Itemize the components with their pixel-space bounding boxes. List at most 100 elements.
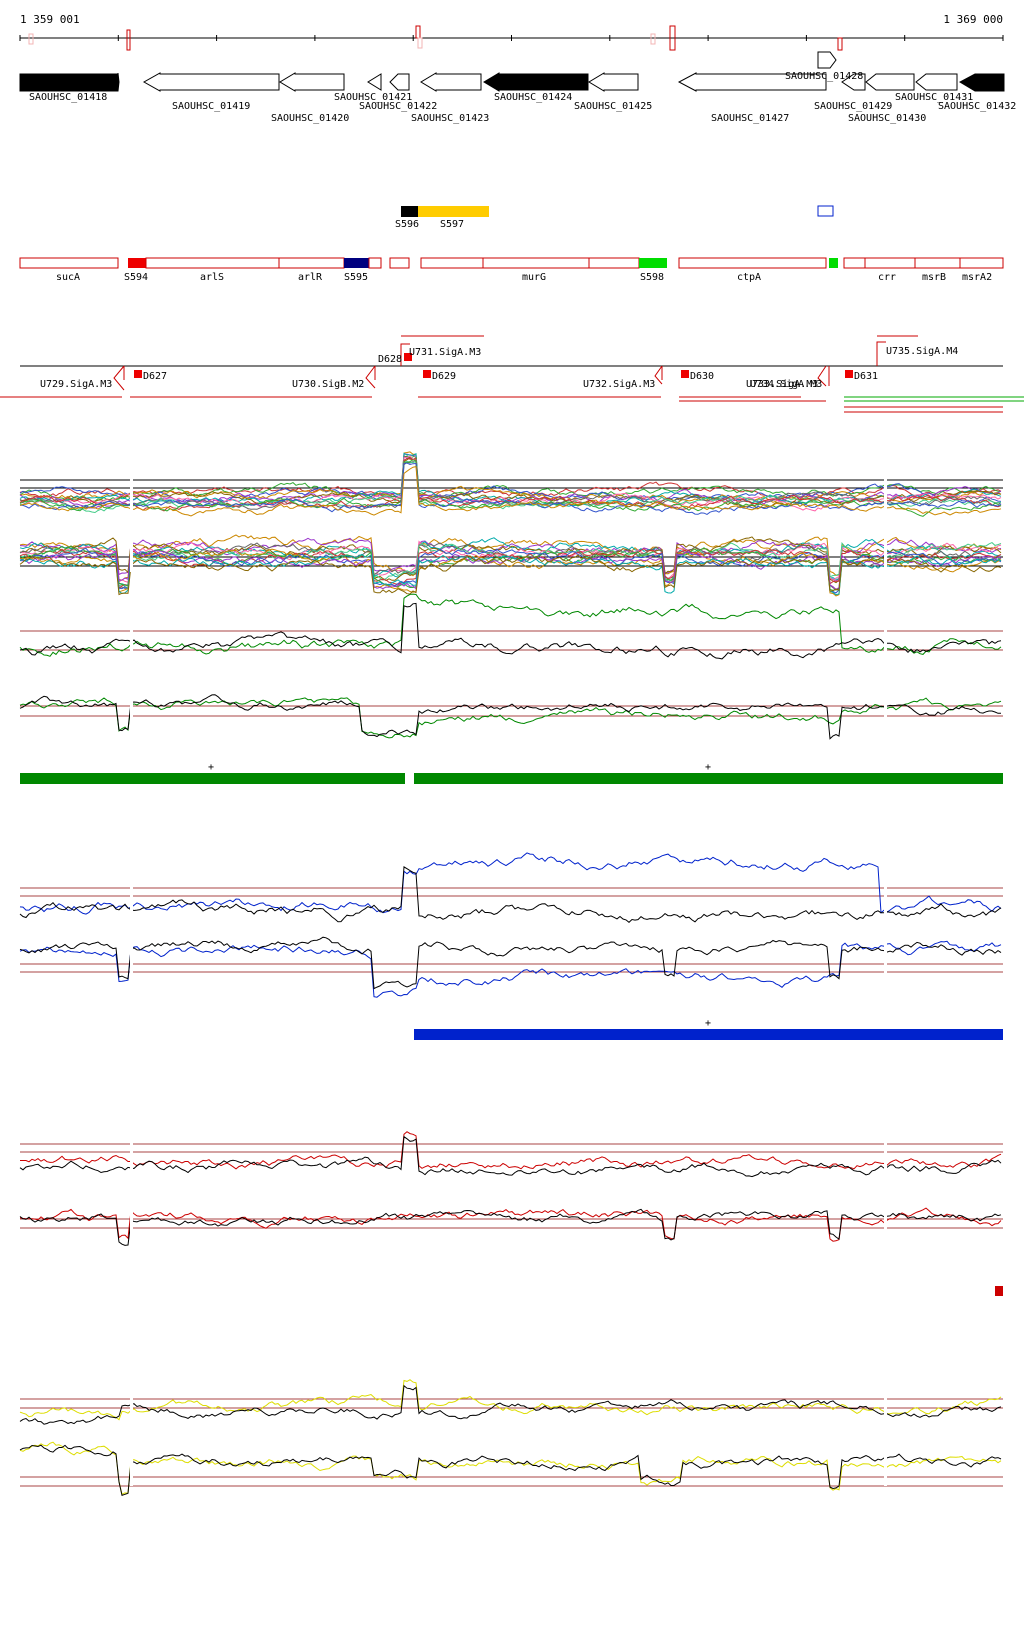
expression-line [19,1379,1002,1421]
expression-line [19,554,1002,596]
segment-label: S597 [440,219,464,230]
segment-box[interactable] [914,257,961,269]
expression-line [19,1441,1002,1495]
expression-line [19,457,1002,512]
gene-arrow[interactable] [367,73,382,91]
expression-profile-green [19,585,1003,740]
segment-label: arlS [200,272,224,283]
segment-box[interactable] [482,257,590,269]
gene-arrow[interactable] [865,73,915,91]
promoter-marker[interactable] [400,343,410,366]
gene-arrow[interactable] [142,72,280,92]
gene-arrow[interactable] [915,73,958,91]
expression-line [19,548,1002,591]
gene-label: SAOUHSC_01430 [848,113,926,124]
strand-bar-blue: + [414,1018,1003,1040]
promoter-label: U733.SigA.M3 [746,379,818,390]
segment-label: crr [878,272,896,283]
promoter-label: U734.SigA.M3 [750,379,822,390]
segment-block[interactable] [817,205,834,217]
gene-label: SAOUHSC_01422 [359,101,437,112]
gene-arrow[interactable] [420,72,482,92]
expression-line [19,548,1002,590]
gene-label: SAOUHSC_01419 [172,101,250,112]
gene-label: SAOUHSC_01418 [29,92,107,103]
strand-marker: + [705,762,711,773]
segment-box[interactable] [639,258,667,268]
promoter-marker[interactable] [876,341,886,366]
ruler-start-label: 1 359 001 [20,13,80,26]
promoter-label: U731.SigA.M3 [409,347,481,358]
downshift-marker[interactable] [404,353,412,361]
segment-box[interactable] [344,258,369,268]
promoter-marker[interactable] [654,365,663,385]
downshift-label: D627 [143,371,167,382]
downshift-label: D631 [854,371,878,382]
promoter-marker[interactable] [113,365,125,391]
segment-label: sucA [56,272,80,283]
gene-label: SAOUHSC_01425 [574,101,652,112]
segment-box[interactable] [959,257,1004,269]
gene-arrow[interactable] [958,73,1005,92]
expression-line [19,461,1002,511]
gene-label: SAOUHSC_01428 [785,71,863,82]
expression-line [19,1384,1002,1425]
transcription-unit-bar[interactable] [20,773,405,784]
ruler-feature-mark [126,29,131,51]
expression-line [19,697,1002,739]
ruler-feature-mark [415,25,421,39]
segment-box[interactable] [278,257,345,269]
segment-box[interactable] [588,257,640,269]
segment-box[interactable] [420,257,484,269]
gene-arrow[interactable] [19,72,120,92]
segment-box[interactable] [389,257,410,269]
expression-line [19,457,1002,509]
expression-line [19,459,1002,517]
segment-box[interactable] [368,257,382,269]
downshift-marker[interactable] [681,370,689,378]
expression-profile-multicolor [19,432,1003,597]
gene-arrow[interactable] [483,72,589,92]
gene-arrow[interactable] [817,51,837,69]
promoter-track: U729.SigA.M3 U730.SigB.M2 U731.SigA.M3 U… [0,335,1024,413]
transcription-unit-bar[interactable] [414,773,1003,784]
expression-line [19,940,1002,998]
gene-arrow[interactable] [279,72,345,92]
segment-label: arlR [298,272,323,283]
downshift-marker[interactable] [134,370,142,378]
segment-box[interactable] [678,257,827,269]
gene-arrow[interactable] [588,72,639,92]
segment-label: S596 [395,219,419,230]
gene-track: SAOUHSC_01418 SAOUHSC_01419 SAOUHSC_0142… [19,51,1016,124]
expression-line [19,553,1002,596]
downshift-marker[interactable] [845,370,853,378]
segment-box[interactable] [843,257,866,269]
ruler-feature-mark [650,33,656,45]
gene-arrow[interactable] [677,72,827,92]
gene-arrow[interactable] [841,73,866,91]
transcription-unit-bar[interactable] [414,1029,1003,1040]
segment-box[interactable] [864,257,916,269]
promoter-marker[interactable] [817,365,830,387]
gene-label: SAOUHSC_01421 [334,92,412,103]
ruler-feature-mark [28,33,34,45]
expression-profile-red [19,1102,1003,1246]
segment-block[interactable] [401,206,418,217]
segment-block[interactable] [418,206,489,217]
ruler-end-label: 1 369 000 [943,13,1003,26]
downshift-marker[interactable] [423,370,431,378]
expression-line [20,1131,1002,1170]
gene-label: SAOUHSC_01432 [938,101,1016,112]
expression-line [19,1208,1002,1246]
segment-label: S595 [344,272,368,283]
ruler-ticks [19,35,1004,41]
promoter-label: U730.SigB.M2 [292,379,364,390]
segment-box[interactable] [128,258,146,268]
gene-arrow[interactable] [389,73,410,91]
promoter-marker[interactable] [365,365,376,389]
segment-box[interactable] [19,257,119,269]
segment-box[interactable] [145,257,280,269]
segment-box[interactable] [829,258,838,268]
gene-label: SAOUHSC_01427 [711,113,789,124]
